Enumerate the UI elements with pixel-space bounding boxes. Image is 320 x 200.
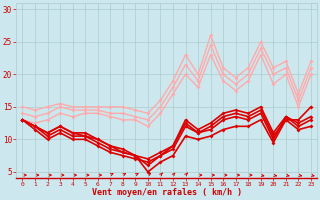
X-axis label: Vent moyen/en rafales ( km/h ): Vent moyen/en rafales ( km/h ) xyxy=(92,188,242,197)
